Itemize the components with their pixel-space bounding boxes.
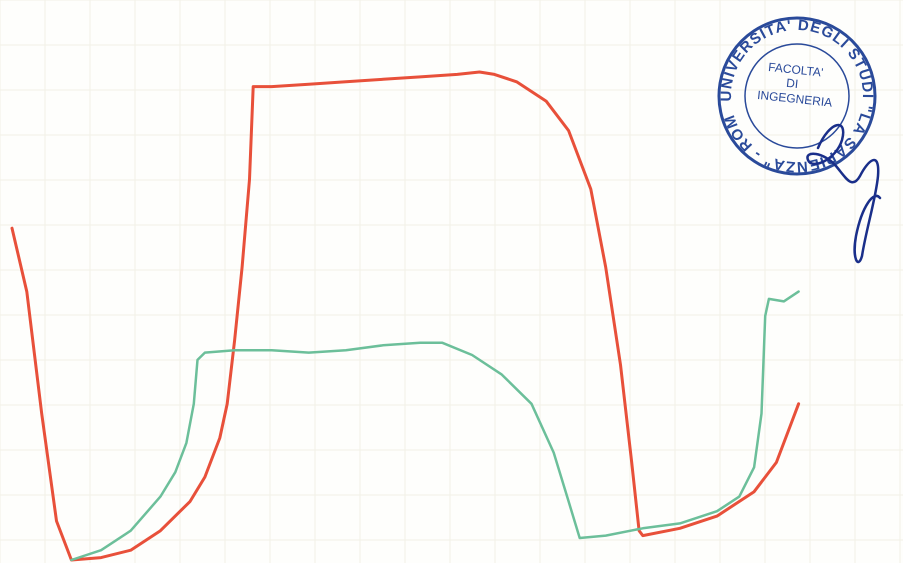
stamp-outer-ring bbox=[717, 16, 877, 176]
series-line-2 bbox=[70, 290, 800, 562]
stamp-inner-ring bbox=[744, 43, 850, 149]
university-stamp: UNIVERSITA' DEGLI STUDI "LA SAPIENZA" - … bbox=[703, 2, 891, 190]
stamp-center-line-2: DI bbox=[786, 76, 799, 91]
series-layer bbox=[10, 70, 801, 562]
series-line-1 bbox=[10, 70, 801, 562]
stamp-center-line-3: INGEGNERIA bbox=[756, 88, 832, 110]
handwritten-signature bbox=[806, 123, 882, 264]
stamp-center-line-1: FACOLTA' bbox=[768, 60, 824, 80]
